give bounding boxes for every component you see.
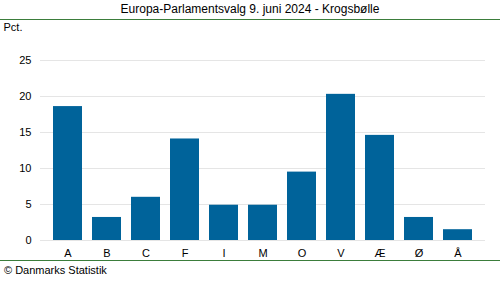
svg-text:Ø: Ø xyxy=(415,247,424,259)
svg-text:10: 10 xyxy=(19,162,31,174)
svg-text:15: 15 xyxy=(19,126,31,138)
svg-text:F: F xyxy=(182,247,189,259)
svg-text:O: O xyxy=(298,247,307,259)
svg-text:C: C xyxy=(142,247,150,259)
svg-text:M: M xyxy=(258,247,267,259)
svg-text:Æ: Æ xyxy=(375,247,386,259)
svg-text:B: B xyxy=(103,247,110,259)
svg-text:25: 25 xyxy=(19,54,31,66)
svg-text:A: A xyxy=(64,247,72,259)
html-text:Europa-Parlamentsvalg 9. juni: Europa-Parlamentsvalg 9. juni 2024 - Kro… xyxy=(120,2,380,16)
html-text:© Danmarks Statistik: © Danmarks Statistik xyxy=(4,264,107,276)
svg-text:Pct.: Pct. xyxy=(4,21,23,33)
svg-text:Å: Å xyxy=(454,247,462,259)
svg-text:5: 5 xyxy=(25,198,31,210)
svg-text:20: 20 xyxy=(19,90,31,102)
svg-text:I: I xyxy=(222,247,225,259)
svg-text:0: 0 xyxy=(25,234,31,246)
svg-text:V: V xyxy=(337,247,345,259)
